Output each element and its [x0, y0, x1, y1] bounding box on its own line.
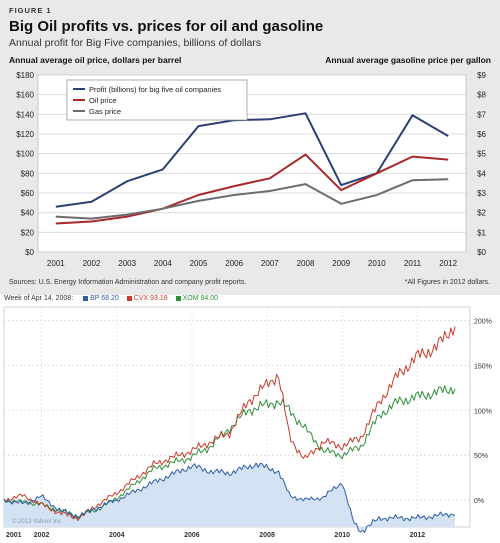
left-tick-label: $0: [25, 248, 34, 257]
x-tick-label: 2004: [109, 532, 125, 539]
x-tick-label: 2012: [439, 259, 457, 268]
left-tick-label: $40: [21, 209, 35, 218]
x-tick-label: 2002: [34, 532, 50, 539]
week-label: Week of Apr 14, 2008: BP 68.20 CVX 93.18 X…: [4, 295, 218, 302]
ticker-swatch-bp: [83, 295, 89, 301]
figure-note: *All Figures in 2012 dollars.: [404, 279, 490, 286]
x-tick-label: 2004: [154, 259, 172, 268]
series-line: [55, 153, 449, 225]
left-tick-label: $140: [16, 110, 34, 119]
ticker-label-cvx: CVX 93.18: [133, 295, 168, 302]
legend-box: [66, 79, 248, 121]
series-line-cvx: [3, 326, 456, 521]
ticker-swatch-xom: [175, 295, 181, 301]
x-tick-label: 2001: [47, 259, 65, 268]
right-tick-label: $7: [477, 110, 486, 119]
figure-1: $0 $20 $40 $60 $80 $100 $120 $140 $160 $180 $0 $1 $2…: [0, 0, 500, 295]
figure-source: Sources: U.S. Energy Information Adminis…: [9, 279, 247, 286]
right-tick-label: $6: [477, 130, 486, 139]
ticker-label-bp: BP 68.20: [90, 295, 119, 302]
right-tick-label: 0%: [474, 498, 484, 505]
right-tick-label: $5: [477, 150, 486, 159]
left-tick-label: $100: [16, 150, 34, 159]
x-tick-label: 2008: [259, 532, 275, 539]
x-tick-label: 2012: [410, 532, 426, 539]
right-tick-label: $9: [477, 71, 486, 80]
legend-label: Profit (billions) for big five oil compa…: [89, 85, 221, 94]
right-axis-title: Annual average gasoline price per gallon: [325, 55, 491, 65]
x-tick-label: 2010: [368, 259, 386, 268]
figure-label: FIGURE 1: [9, 6, 52, 15]
ticker-label-xom: XOM 94.00: [182, 295, 219, 302]
left-axis-title: Annual average oil price, dollars per ba…: [9, 55, 182, 65]
x-tick-label: 2009: [332, 259, 350, 268]
legend-label: Oil price: [89, 96, 117, 105]
x-tick-label: 2008: [297, 259, 315, 268]
x-tick-label: 2003: [118, 259, 136, 268]
right-tick-label: 100%: [474, 408, 492, 415]
x-tick-label: 2001: [6, 532, 22, 539]
left-tick-label: $120: [16, 130, 34, 139]
series-line-bp: [3, 462, 456, 533]
x-tick-label: 2010: [334, 532, 350, 539]
figure-2-chart: 0% 50% 100% 150% 200% 2001 2002 2004 2006 2008 201…: [3, 306, 492, 539]
right-tick-label: 150%: [474, 363, 492, 370]
figure-title: Big Oil profits vs. prices for oil and g…: [9, 18, 324, 35]
series-line: [55, 112, 449, 208]
series-line-xom: [3, 385, 456, 520]
right-tick-label: $0: [477, 248, 486, 257]
x-tick-label: 2007: [261, 259, 279, 268]
x-tick-label: 2002: [83, 259, 101, 268]
right-tick-label: $3: [477, 189, 486, 198]
ticker-legend: BP 68.20 CVX 93.18 XOM 94.00: [75, 295, 218, 302]
figure-1-chart: $0 $20 $40 $60 $80 $100 $120 $140 $160 $180 $0 $1 $2…: [16, 71, 486, 268]
left-tick-label: $180: [16, 71, 34, 80]
legend-label: Gas price: [89, 107, 121, 116]
x-tick-label: 2006: [225, 259, 243, 268]
left-tick-label: $160: [16, 91, 34, 100]
left-tick-label: $20: [21, 228, 35, 237]
bp-area: [4, 463, 455, 533]
figure-2: 0% 50% 100% 150% 200% 2001 2002 2004 2006 2008 201…: [0, 295, 500, 543]
figure-subtitle: Annual profit for Big Five companies, bi…: [9, 37, 262, 49]
x-tick-label: 2011: [404, 259, 422, 268]
x-tick-label: 2006: [184, 532, 200, 539]
right-tick-label: 200%: [474, 318, 492, 325]
x-tick-label: 2005: [190, 259, 208, 268]
right-tick-label: $4: [477, 169, 486, 178]
right-tick-label: $1: [477, 228, 486, 237]
left-tick-label: $80: [21, 169, 35, 178]
ticker-swatch-cvx: [126, 295, 132, 301]
left-tick-label: $60: [21, 189, 35, 198]
watermark: © 2013 Yahoo! Inc.: [12, 518, 63, 525]
series-line: [55, 178, 449, 220]
week-label-text: Week of Apr 14, 2008:: [4, 295, 74, 302]
right-tick-label: $2: [477, 209, 486, 218]
right-tick-label: 50%: [474, 453, 488, 460]
right-tick-label: $8: [477, 91, 486, 100]
